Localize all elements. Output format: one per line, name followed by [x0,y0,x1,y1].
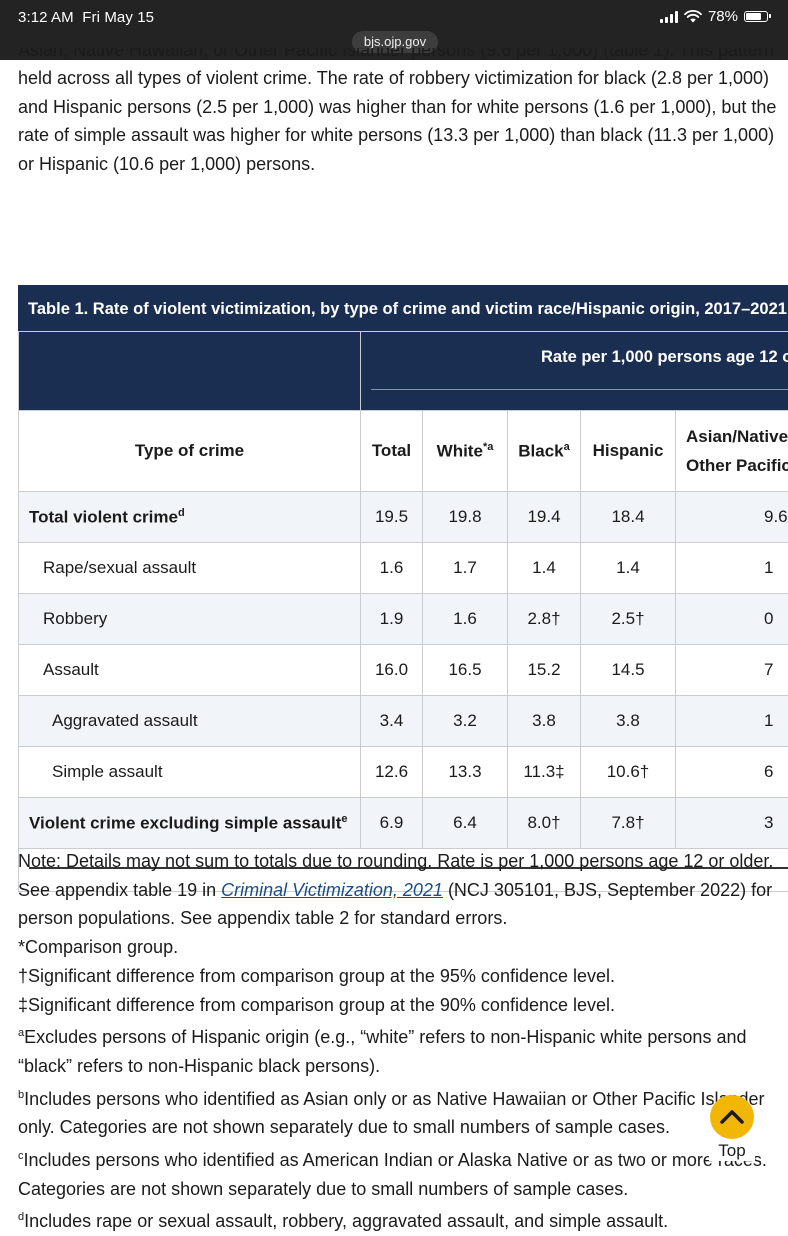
cell-asian: 1 [676,696,788,747]
row-label: Aggravated assault [19,696,361,747]
table-caption: Table 1. Rate of violent victimization, … [18,285,788,331]
cell-hispanic: 3.8 [581,696,676,747]
row-label: Violent crime excluding simple assaulte [19,798,361,849]
cell-black: 19.4 [508,492,581,543]
status-indicators: 78% [660,8,768,25]
battery-icon [744,11,768,22]
date-text: Fri May 15 [82,9,154,26]
cell-black: 1.4 [508,543,581,594]
cell-white: 16.5 [423,645,508,696]
group-header-row: Rate per 1,000 persons age 12 or older [19,332,788,411]
cell-hispanic: 10.6† [581,747,676,798]
cellular-signal-icon [660,11,678,23]
cell-hispanic: 18.4 [581,492,676,543]
intro-text: held across all types of violent crime. … [18,68,776,174]
back-to-top-circle[interactable] [710,1095,754,1139]
col-hispanic: Hispanic [581,411,676,492]
cell-black: 11.3‡ [508,747,581,798]
note-comparison: *Comparison group. [18,933,778,962]
cell-white: 3.2 [423,696,508,747]
cell-asian: 1 [676,543,788,594]
cell-asian: 0 [676,594,788,645]
battery-percent: 78% [708,8,738,25]
cell-total: 12.6 [361,747,423,798]
cell-hispanic: 7.8† [581,798,676,849]
cell-asian: 7 [676,645,788,696]
victimization-table: Table 1. Rate of violent victimization, … [18,285,788,892]
wifi-icon [684,10,702,23]
cell-black: 2.8† [508,594,581,645]
group-header: Rate per 1,000 persons age 12 or older [361,332,788,411]
intro-cut-line: Asian, Native Hawaiian, or Other Pacific… [18,48,778,64]
status-time: 3:12 AM Fri May 15 [18,9,154,26]
cell-white: 13.3 [423,747,508,798]
note-c: cIncludes persons who identified as Amer… [18,1142,778,1203]
cell-black: 15.2 [508,645,581,696]
cell-white: 1.7 [423,543,508,594]
cell-black: 8.0† [508,798,581,849]
cell-asian: 3 [676,798,788,849]
cell-total: 1.9 [361,594,423,645]
time-text: 3:12 AM [18,9,74,26]
cell-total: 6.9 [361,798,423,849]
cell-white: 19.8 [423,492,508,543]
cell-white: 6.4 [423,798,508,849]
col-black: Blacka [508,411,581,492]
cell-total: 3.4 [361,696,423,747]
back-to-top-label[interactable]: Top [709,1141,755,1161]
cell-white: 1.6 [423,594,508,645]
table-notes: Note: Details may not sum to totals due … [18,847,778,1236]
row-label: Robbery [19,594,361,645]
cell-black: 3.8 [508,696,581,747]
data-table: Rate per 1,000 persons age 12 or older T… [18,331,788,892]
footnote-marker: d [178,507,185,519]
group-header-spacer [19,332,361,411]
cell-total: 19.5 [361,492,423,543]
cell-total: 1.6 [361,543,423,594]
cell-asian: 6 [676,747,788,798]
note-b: bIncludes persons who identified as Asia… [18,1081,778,1142]
col-total: Total [361,411,423,492]
note-ddagger: ‡Significant difference from comparison … [18,991,778,1020]
back-to-top-button[interactable]: Top [709,1095,755,1161]
criminal-victimization-link[interactable]: Criminal Victimization, 2021 [221,880,443,900]
note-main: Note: Details may not sum to totals due … [18,847,778,933]
note-a: aExcludes persons of Hispanic origin (e.… [18,1019,778,1080]
row-label: Simple assault [19,747,361,798]
cell-total: 16.0 [361,645,423,696]
column-header-row: Type of crime Total White*a Blacka Hispa… [19,411,788,492]
footnote-marker: e [341,813,347,825]
cell-hispanic: 1.4 [581,543,676,594]
col-asian: Asian/Native Hawaiian/Other Pacific Isla… [676,411,788,492]
row-label: Total violent crimed [19,492,361,543]
chevron-up-icon [719,1109,745,1125]
note-d: dIncludes rape or sexual assault, robber… [18,1203,778,1236]
intro-paragraph: Asian, Native Hawaiian, or Other Pacific… [0,48,788,178]
cell-asian: 9.6 [676,492,788,543]
row-label: Rape/sexual assault [19,543,361,594]
note-dagger: †Significant difference from comparison … [18,962,778,991]
col-type: Type of crime [19,411,361,492]
row-label: Assault [19,645,361,696]
col-white: White*a [423,411,508,492]
group-header-text: Rate per 1,000 persons age 12 or older [541,348,788,367]
cell-hispanic: 2.5† [581,594,676,645]
cell-hispanic: 14.5 [581,645,676,696]
